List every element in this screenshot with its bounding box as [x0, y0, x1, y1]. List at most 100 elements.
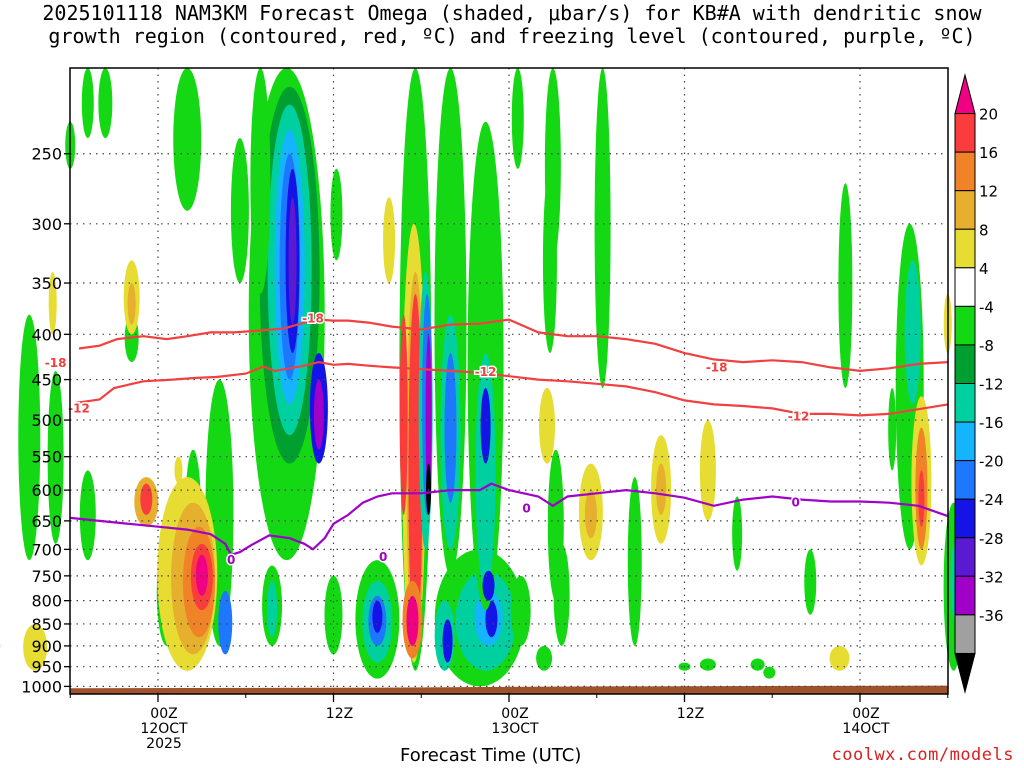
omega-cell — [79, 470, 96, 561]
omega-cell — [218, 590, 233, 655]
omega-cell — [230, 138, 249, 284]
colorbar-swatch — [954, 575, 976, 616]
chart-title-line2: growth region (contoured, red, ºC) and f… — [48, 24, 976, 48]
x-tick-label: 12Z — [326, 706, 353, 722]
x-tick-label: 00Z — [852, 706, 879, 722]
y-tick-label: 800 — [31, 592, 62, 611]
omega-cell — [288, 197, 297, 325]
omega-cell — [173, 68, 202, 211]
contour-label: 0 — [522, 502, 530, 516]
y-tick-label: 950 — [31, 658, 62, 677]
colorbar-arrow-top — [954, 73, 976, 115]
colorbar-arrow-bottom — [954, 652, 976, 694]
y-tick-label: 550 — [31, 448, 62, 467]
x-tick-label: 14OCT — [842, 721, 890, 737]
omega-cell — [627, 477, 642, 646]
omega-cell — [127, 283, 136, 325]
contour-line — [78, 318, 948, 373]
contour-line — [70, 482, 949, 557]
omega-cell — [584, 490, 597, 539]
x-axis-label: Forecast Time (UTC) — [400, 745, 582, 766]
colorbar-swatch — [954, 421, 976, 462]
contour-label: -18 — [302, 312, 324, 326]
colorbar-swatch — [954, 537, 976, 577]
y-tick-label: 900 — [31, 637, 62, 656]
y-tick-label: 250 — [31, 145, 62, 164]
colorbar-label: -12 — [979, 376, 1004, 394]
contour-lines: -18 -18 -18 -12 -12 -12 0 0 0 0 — [43, 310, 949, 569]
watermark: coolwx.com/models — [831, 745, 1014, 765]
x-tick-label: 13OCT — [491, 721, 539, 737]
omega-cell — [475, 353, 496, 591]
colorbar-label: -24 — [979, 491, 1004, 509]
omega-cell — [406, 595, 419, 646]
y-tick-label: 700 — [31, 540, 62, 559]
colorbar-label: -16 — [979, 414, 1004, 432]
omega-cell — [399, 314, 408, 515]
y-tick-label: 600 — [31, 481, 62, 500]
terrain — [70, 685, 948, 694]
colorbar-swatch — [954, 228, 976, 269]
colorbar-swatch — [954, 614, 976, 654]
omega-cell — [511, 68, 524, 169]
axes: 250 300 350 400 450 500 550 600 650 700 750 800 850 9… — [21, 67, 949, 752]
y-tick-label: 650 — [31, 512, 62, 531]
y-tick-label: 400 — [31, 325, 62, 344]
omega-cell — [372, 600, 383, 633]
omega-cell — [140, 483, 153, 515]
omega-cell — [480, 388, 491, 464]
omega-cell — [904, 260, 921, 405]
omega-cell — [267, 580, 278, 638]
colorbar-label: 20 — [979, 106, 998, 124]
omega-cell — [750, 658, 765, 671]
colorbar-swatch — [954, 498, 976, 539]
colorbar-label: -20 — [979, 453, 1004, 471]
omega-cell — [98, 68, 113, 139]
omega-cell — [510, 575, 531, 646]
omega-cell — [23, 623, 48, 671]
colorbar-label: 16 — [979, 144, 998, 162]
colorbar-swatch — [954, 305, 976, 346]
omega-cell — [425, 334, 432, 503]
omega-cell — [888, 388, 897, 471]
colorbar-label: -8 — [979, 337, 994, 355]
omega-cell — [838, 183, 853, 389]
omega-cell — [656, 463, 667, 515]
colorbar-swatch — [954, 383, 976, 423]
contour-label: -12 — [788, 409, 810, 423]
colorbar-swatch — [954, 267, 976, 307]
omega-cell — [918, 470, 925, 527]
contour-label: -12 — [475, 365, 497, 379]
x-tick-label: 2025 — [146, 736, 182, 752]
y-tick-label: 850 — [31, 615, 62, 634]
omega-cell — [699, 420, 716, 521]
omega-cell — [174, 456, 183, 484]
omega-cell — [699, 658, 716, 671]
colorbar-swatch — [954, 344, 976, 384]
contour-label: -18 — [45, 356, 67, 370]
contour-label: -12 — [68, 402, 90, 416]
omega-cell — [485, 600, 498, 638]
colorbar-label: 12 — [979, 183, 998, 201]
omega-cell — [195, 554, 208, 596]
colorbar-swatch — [954, 190, 976, 230]
contour-line — [75, 360, 948, 417]
colorbar-label: -36 — [979, 607, 1004, 625]
omega-cell — [442, 619, 453, 663]
x-tick-label: 12Z — [677, 706, 704, 722]
x-tick-label: 00Z — [150, 706, 177, 722]
omega-cell — [383, 197, 396, 284]
colorbar-label: 8 — [979, 221, 989, 239]
omega-cell — [18, 314, 41, 561]
colorbar-swatch — [954, 460, 976, 500]
omega-cell — [444, 353, 457, 503]
omega-cell — [553, 543, 570, 646]
colorbar-swatch — [954, 151, 976, 192]
omega-cell — [313, 379, 324, 450]
colorbar-label: -4 — [979, 298, 994, 316]
omega-cell — [763, 666, 776, 679]
x-tick-label: 00Z — [501, 706, 528, 722]
chart-title: 2025101118 NAM3KM Forecast Omega (shaded… — [0, 2, 1024, 48]
chart-title-line1: 2025101118 NAM3KM Forecast Omega (shaded… — [42, 1, 982, 25]
contour-label: 0 — [791, 495, 799, 509]
